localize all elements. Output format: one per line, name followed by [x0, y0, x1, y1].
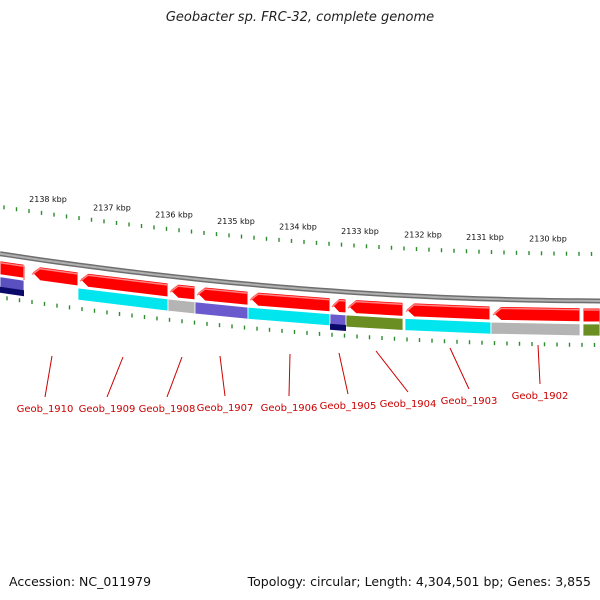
gene-arrow — [79, 272, 169, 298]
label-leader — [537, 344, 541, 385]
genome-backbone — [0, 251, 600, 304]
gene-arrow — [169, 283, 196, 301]
label-leader — [219, 355, 226, 397]
category-block — [167, 298, 196, 315]
category-block — [404, 318, 492, 335]
map-title: Geobacter sp. FRC-32, complete genome — [165, 10, 435, 25]
category-block — [345, 314, 404, 331]
gene-arrows — [0, 260, 600, 324]
label-leader — [166, 356, 183, 398]
gene-arrow — [331, 297, 347, 314]
gene-arrow — [31, 266, 79, 287]
gene-arrow — [405, 302, 491, 321]
gene-label: Geob_1902 — [512, 391, 569, 402]
label-leader — [338, 352, 349, 395]
gene-label: Geob_1910 — [17, 404, 74, 415]
gene-arrow — [196, 286, 249, 306]
label-leader — [288, 353, 291, 397]
scale-label: 2131 kbp — [466, 233, 504, 242]
scale-label: 2136 kbp — [155, 211, 193, 220]
scale-label: 2132 kbp — [404, 230, 442, 239]
gene-arrow — [492, 305, 581, 323]
label-leader — [44, 355, 53, 398]
category-block-dark — [0, 286, 24, 297]
gene-arrow — [0, 260, 25, 281]
scale-labels: 2138 kbp 2137 kbp 2136 kbp 2135 kbp 2134 kbp… — [29, 195, 567, 244]
scale-label: 2134 kbp — [279, 222, 317, 231]
scale-label: 2138 kbp — [29, 195, 67, 204]
gene-label: Geob_1905 — [320, 401, 377, 412]
gene-label: Geob_1908 — [139, 404, 196, 415]
scale-label: 2130 kbp — [529, 234, 567, 243]
gene-label: Geob_1903 — [441, 396, 498, 407]
category-block — [582, 323, 600, 337]
accession-text: Accession: NC_011979 — [9, 574, 152, 589]
category-block — [490, 321, 581, 337]
gene-label: Geob_1909 — [79, 404, 136, 415]
genome-summary-text: Topology: circular; Length: 4,304,501 bp… — [247, 574, 591, 589]
gene-label: Geob_1906 — [261, 403, 318, 414]
gene-label: Geob_1904 — [380, 399, 437, 410]
gene-label: Geob_1907 — [197, 403, 254, 414]
gene-arrow — [347, 299, 404, 317]
scale-label: 2133 kbp — [341, 227, 379, 236]
scale-label: 2135 kbp — [217, 217, 255, 226]
label-leader — [106, 356, 124, 398]
label-leader — [375, 350, 409, 393]
label-leader — [449, 347, 470, 390]
gene-arrow — [249, 291, 331, 313]
scale-label: 2137 kbp — [93, 203, 131, 212]
scale-ticks — [3, 205, 596, 347]
gene-labels: Geob_1910 Geob_1909 Geob_1908 Geob_1907 Geob… — [17, 344, 569, 415]
gene-arrow — [582, 307, 600, 324]
backbone-highlight — [0, 252, 600, 302]
category-block-dark — [330, 323, 346, 331]
category-ring — [0, 276, 600, 337]
